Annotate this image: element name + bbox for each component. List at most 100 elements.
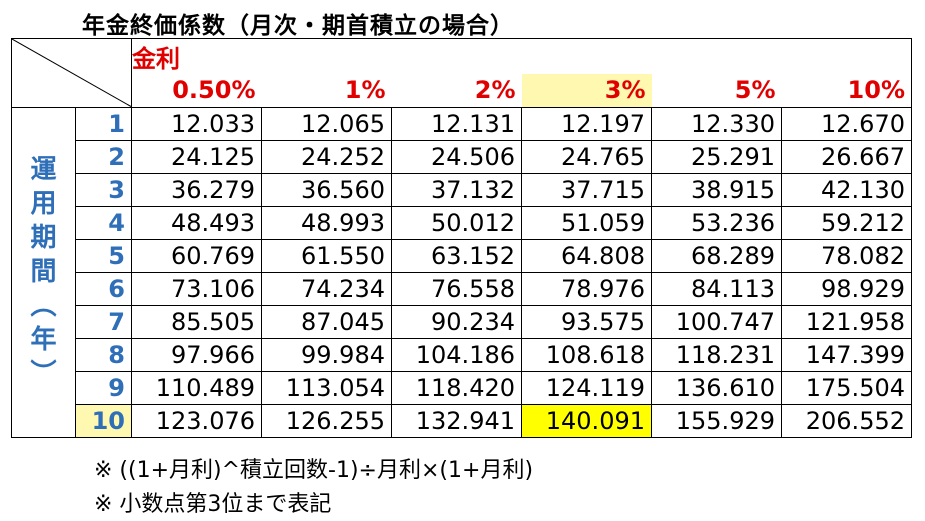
rate-header-3: 3%	[521, 74, 652, 108]
value-cell: 123.076	[131, 403, 262, 438]
value-cell: 37.132	[391, 172, 522, 207]
diagonal-line	[12, 39, 131, 107]
value-cell: 51.059	[521, 205, 652, 240]
value-cell: 36.560	[261, 172, 392, 207]
value-cell: 155.929	[651, 403, 782, 438]
table-row: 2 24.125 24.252 24.506 24.765 25.291 26.667	[12, 139, 912, 174]
value-cell: 78.976	[521, 271, 652, 306]
rate-header-5: 10%	[781, 74, 912, 108]
table-row: 8 97.966 99.984 104.186 108.618 118.231 147.39…	[12, 337, 912, 372]
value-cell: 132.941	[391, 403, 522, 438]
value-cell: 59.212	[781, 205, 912, 240]
rate-group-label: 金利	[131, 38, 912, 74]
value-cell: 76.558	[391, 271, 522, 306]
period-side-label: 運用期間 ︵ 年 ︶	[11, 106, 76, 438]
value-cell: 50.012	[391, 205, 522, 240]
value-cell: 78.082	[781, 238, 912, 273]
rate-header-1: 1%	[261, 74, 392, 108]
year-cell: 10	[75, 403, 132, 438]
precision-note: ※ 小数点第3位まで表記	[94, 492, 332, 517]
value-cell: 24.125	[131, 139, 262, 174]
value-cell: 84.113	[651, 271, 782, 306]
table-row: 6 73.106 74.234 76.558 78.976 84.113 98.929	[12, 271, 912, 306]
value-cell: 140.091	[521, 403, 652, 438]
value-cell: 12.033	[131, 106, 262, 141]
value-cell: 147.399	[781, 337, 912, 372]
value-cell: 74.234	[261, 271, 392, 306]
value-cell: 61.550	[261, 238, 392, 273]
rate-header-0: 0.50%	[131, 74, 262, 108]
year-cell: 5	[75, 238, 132, 273]
year-cell: 2	[75, 139, 132, 174]
value-cell: 12.330	[651, 106, 782, 141]
value-cell: 25.291	[651, 139, 782, 174]
value-cell: 38.915	[651, 172, 782, 207]
value-cell: 97.966	[131, 337, 262, 372]
value-cell: 12.065	[261, 106, 392, 141]
value-cell: 85.505	[131, 304, 262, 339]
page-title: 年金終価係数（月次・期首積立の場合）	[82, 13, 514, 39]
year-cell: 4	[75, 205, 132, 240]
value-cell: 24.252	[261, 139, 392, 174]
value-cell: 63.152	[391, 238, 522, 273]
side-label-char: 間	[30, 257, 57, 287]
formula-note: ※ ((1+月利)^積立回数-1)÷月利×(1+月利)	[94, 458, 534, 483]
value-cell: 206.552	[781, 403, 912, 438]
value-cell: 48.493	[131, 205, 262, 240]
value-cell: 90.234	[391, 304, 522, 339]
value-cell: 68.289	[651, 238, 782, 273]
side-label-char: 年	[30, 325, 57, 355]
value-cell: 93.575	[521, 304, 652, 339]
value-cell: 113.054	[261, 370, 392, 405]
value-cell: 12.197	[521, 106, 652, 141]
rate-header-row: 0.50% 1% 2% 3% 5% 10%	[12, 74, 912, 108]
table-row: 3 36.279 36.560 37.132 37.715 38.915 42.130	[12, 172, 912, 207]
rate-group-row: 金利	[11, 38, 912, 108]
value-cell: 37.715	[521, 172, 652, 207]
corner-cell	[11, 38, 132, 108]
value-cell: 26.667	[781, 139, 912, 174]
year-cell: 9	[75, 370, 132, 405]
year-cell: 6	[75, 271, 132, 306]
table-row: 5 60.769 61.550 63.152 64.808 68.289 78.082	[12, 238, 912, 273]
value-cell: 121.958	[781, 304, 912, 339]
value-cell: 118.420	[391, 370, 522, 405]
table-row: 9 110.489 113.054 118.420 124.119 136.610 175.…	[12, 370, 912, 405]
rate-header-2: 2%	[391, 74, 522, 108]
value-cell: 87.045	[261, 304, 392, 339]
value-cell: 110.489	[131, 370, 262, 405]
year-cell: 8	[75, 337, 132, 372]
value-cell: 118.231	[651, 337, 782, 372]
side-label-char: ︵	[30, 291, 57, 321]
year-cell: 3	[75, 172, 132, 207]
value-cell: 53.236	[651, 205, 782, 240]
value-cell: 104.186	[391, 337, 522, 372]
coefficient-table: 金利 0.50% 1% 2% 3% 5% 10% 運用期間 ︵ 年 ︶ 1 12.033 1…	[11, 38, 912, 438]
value-cell: 60.769	[131, 238, 262, 273]
value-cell: 48.993	[261, 205, 392, 240]
table-row: 10 123.076 126.255 132.941 140.091 155.929 206…	[12, 403, 912, 438]
value-cell: 12.131	[391, 106, 522, 141]
value-cell: 73.106	[131, 271, 262, 306]
table-row: 7 85.505 87.045 90.234 93.575 100.747 121.958	[12, 304, 912, 339]
table-row: 運用期間 ︵ 年 ︶ 1 12.033 12.065 12.131 12.197 12.330 12…	[11, 106, 912, 438]
value-cell: 12.670	[781, 106, 912, 141]
side-label-char: 運	[30, 155, 57, 185]
value-cell: 175.504	[781, 370, 912, 405]
rate-header-4: 5%	[651, 74, 782, 108]
value-cell: 24.506	[391, 139, 522, 174]
year-cell: 7	[75, 304, 132, 339]
table-row: 4 48.493 48.993 50.012 51.059 53.236 59.212	[12, 205, 912, 240]
value-cell: 24.765	[521, 139, 652, 174]
value-cell: 108.618	[521, 337, 652, 372]
value-cell: 42.130	[781, 172, 912, 207]
value-cell: 136.610	[651, 370, 782, 405]
value-cell: 100.747	[651, 304, 782, 339]
value-cell: 99.984	[261, 337, 392, 372]
table-body: 運用期間 ︵ 年 ︶ 1 12.033 12.065 12.131 12.197 12.330 12…	[11, 106, 912, 438]
side-label-char: 期	[30, 223, 57, 253]
side-label-char: ︶	[30, 359, 57, 389]
value-cell: 126.255	[261, 403, 392, 438]
value-cell: 98.929	[781, 271, 912, 306]
side-label-char: 用	[30, 189, 57, 219]
